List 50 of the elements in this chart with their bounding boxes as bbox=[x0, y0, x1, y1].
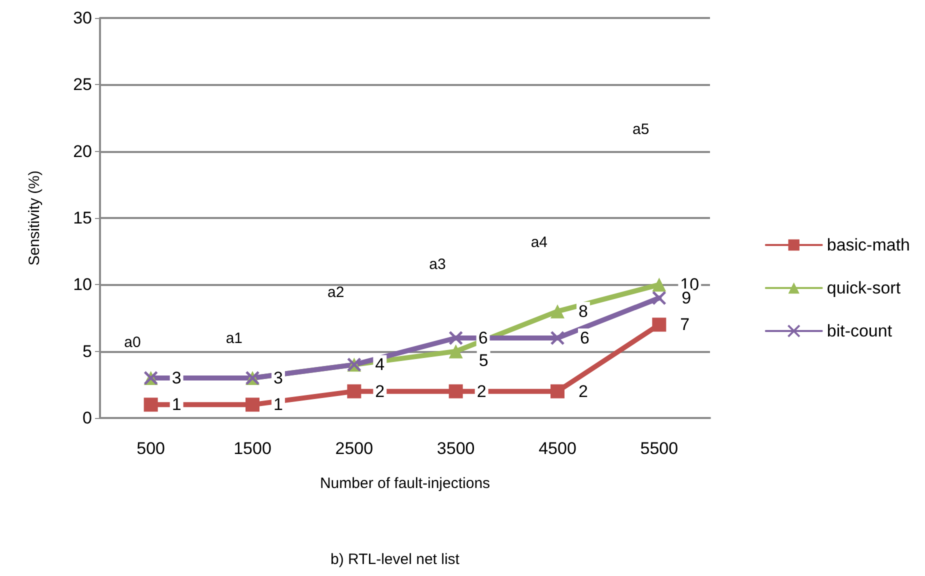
data-label: 1 bbox=[172, 395, 182, 414]
data-label: 5 bbox=[478, 350, 488, 370]
y-tick-label: 0 bbox=[82, 408, 92, 428]
point bbox=[652, 318, 666, 332]
annotation: a2 bbox=[327, 284, 344, 301]
legend-label: quick-sort bbox=[826, 278, 901, 298]
point bbox=[652, 278, 666, 292]
point bbox=[448, 384, 463, 398]
point bbox=[144, 398, 158, 412]
data-label: 3 bbox=[274, 368, 283, 388]
data-label: 6 bbox=[580, 328, 590, 348]
y-tick-label: 5 bbox=[82, 342, 92, 361]
annotation: a5 bbox=[632, 121, 650, 138]
x-tick-label: 4500 bbox=[538, 439, 576, 458]
point bbox=[448, 330, 464, 346]
data-label: 7 bbox=[680, 315, 690, 334]
data-label: 4 bbox=[375, 355, 385, 374]
y-axis-title: Sensitivity (%) bbox=[26, 170, 43, 266]
y-tick-label: 20 bbox=[73, 142, 92, 161]
y-tick-label: 30 bbox=[73, 8, 92, 28]
x-tick-label: 3500 bbox=[436, 439, 475, 458]
x-tick-label: 500 bbox=[136, 439, 166, 458]
point bbox=[448, 344, 463, 358]
point bbox=[347, 384, 362, 398]
data-label: 6 bbox=[478, 328, 488, 348]
data-label: 1 bbox=[274, 395, 283, 414]
point bbox=[550, 304, 564, 318]
data-label: 3 bbox=[172, 368, 182, 388]
text: b) RTL-level net list bbox=[330, 551, 460, 568]
data-label: 2 bbox=[476, 382, 486, 401]
annotation: a0 bbox=[124, 334, 141, 351]
data-label: 2 bbox=[375, 382, 385, 401]
x-tick-label: 1500 bbox=[234, 439, 272, 458]
y-tick-label: 10 bbox=[73, 275, 92, 294]
data-label: 2 bbox=[578, 382, 588, 401]
annotation: a3 bbox=[429, 256, 446, 273]
annotation: a4 bbox=[530, 234, 548, 251]
x-tick-label: 5500 bbox=[640, 439, 678, 458]
annotation: a1 bbox=[226, 330, 242, 347]
x-axis-title: Number of fault-injections bbox=[320, 475, 490, 492]
y-tick-label: 25 bbox=[73, 75, 92, 94]
point bbox=[550, 330, 565, 346]
y-tick-label: 15 bbox=[73, 208, 92, 228]
point bbox=[246, 398, 260, 412]
data-label: 8 bbox=[578, 302, 588, 321]
legend-label: bit-count bbox=[826, 322, 892, 340]
point bbox=[550, 384, 564, 398]
legend-label: basic-math bbox=[826, 236, 910, 254]
point bbox=[652, 290, 666, 306]
x-tick-label: 2500 bbox=[335, 439, 374, 458]
